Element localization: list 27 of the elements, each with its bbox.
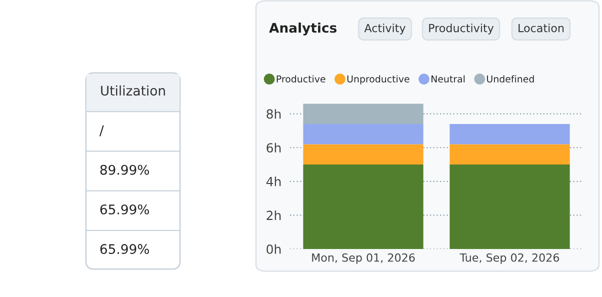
y-tick-label: 8h — [266, 109, 281, 119]
legend-label: Unproductive — [347, 75, 410, 84]
y-tick-label: 2h — [266, 210, 281, 220]
text: Location — [518, 24, 564, 32]
text: 65.99% — [100, 244, 149, 254]
bar — [450, 124, 570, 144]
bar — [303, 144, 424, 165]
text: 89.99% — [100, 164, 149, 175]
bar — [450, 164, 570, 249]
x-tick-label: Mon, Sep 01, 2026 — [312, 253, 415, 264]
bar — [450, 144, 570, 165]
text: Productivity — [429, 24, 494, 34]
y-tick-label: 6h — [266, 142, 281, 153]
text: / — [99, 125, 104, 136]
bar — [303, 164, 424, 249]
text: Activity — [364, 24, 406, 34]
legend-label: Neutral — [432, 75, 465, 83]
x-tick-label: Tue, Sep 02, 2026 — [460, 253, 560, 264]
legend-label: Productive — [276, 75, 326, 83]
text: Utilization — [101, 85, 165, 96]
chart-title: Analytics — [269, 22, 337, 36]
y-tick-label: 0h — [266, 244, 281, 254]
bar — [303, 124, 424, 144]
y-tick-label: 4h — [266, 176, 281, 186]
text: 65.99% — [100, 204, 149, 214]
bar — [303, 104, 424, 124]
legend-label: Undefined — [487, 75, 534, 83]
